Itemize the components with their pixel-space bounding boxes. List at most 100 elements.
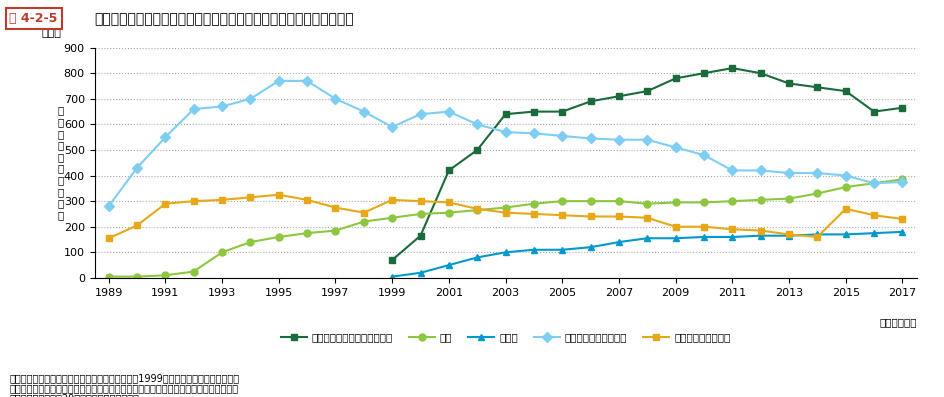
トリクロロエチレン	[811, 235, 822, 239]
トリクロロエチレン	[754, 228, 766, 233]
トリクロロエチレン	[641, 216, 652, 220]
硝酸性窒素及び亜硝酸性窒素	[754, 71, 766, 75]
テトラクロロエチレン	[669, 145, 681, 150]
ふっ素	[556, 247, 567, 252]
Legend: 硝酸性窒素及び亜硝酸性窒素, 砒素, ふっ素, テトラクロロエチレン, トリクロロエチレン: 硝酸性窒素及び亜硝酸性窒素, 砒素, ふっ素, テトラクロロエチレン, トリクロ…	[276, 328, 734, 346]
ふっ素	[613, 240, 624, 245]
トリクロロエチレン	[698, 224, 709, 229]
ふっ素	[669, 236, 681, 241]
硝酸性窒素及び亜硝酸性窒素	[698, 71, 709, 75]
Line: テトラクロロエチレン: テトラクロロエチレン	[105, 77, 905, 210]
Text: ２：このグラフは環境基準超過井戸本数が比較的多かった項目のみ対象としている。: ２：このグラフは環境基準超過井戸本数が比較的多かった項目のみ対象としている。	[9, 383, 238, 393]
テトラクロロエチレン	[414, 112, 426, 117]
テトラクロロエチレン	[896, 179, 907, 184]
砒素	[216, 250, 228, 255]
トリクロロエチレン	[556, 213, 567, 218]
トリクロロエチレン	[499, 210, 511, 215]
テトラクロロエチレン	[103, 204, 114, 209]
Text: 資料：環境省「平成29年度地下水質測定結果」: 資料：環境省「平成29年度地下水質測定結果」	[9, 393, 139, 397]
テトラクロロエチレン	[471, 122, 482, 127]
トリクロロエチレン	[726, 227, 737, 232]
Line: ふっ素: ふっ素	[388, 228, 905, 280]
テトラクロロエチレン	[584, 136, 596, 141]
テトラクロロエチレン	[839, 173, 851, 178]
トリクロロエチレン	[329, 205, 341, 210]
トリクロロエチレン	[244, 195, 256, 200]
ふっ素	[414, 270, 426, 275]
Line: トリクロロエチレン: トリクロロエチレン	[105, 191, 905, 242]
Line: 硝酸性窒素及び亜硝酸性窒素: 硝酸性窒素及び亜硝酸性窒素	[388, 65, 905, 264]
テトラクロロエチレン	[811, 171, 822, 175]
テトラクロロエチレン	[613, 137, 624, 142]
硝酸性窒素及び亜硝酸性窒素	[471, 148, 482, 152]
トリクロロエチレン	[160, 201, 171, 206]
砒素	[896, 177, 907, 182]
ふっ素	[499, 250, 511, 255]
砒素	[131, 274, 143, 279]
硝酸性窒素及び亜硝酸性窒素	[584, 99, 596, 104]
Y-axis label: 環
境
基
準
超
過
井
戸
本
数: 環 境 基 準 超 過 井 戸 本 数	[58, 106, 64, 220]
テトラクロロエチレン	[783, 171, 794, 175]
砒素	[301, 231, 312, 235]
砒素	[244, 240, 256, 245]
テトラクロロエチレン	[131, 166, 143, 170]
砒素	[528, 201, 539, 206]
テトラクロロエチレン	[528, 131, 539, 136]
Text: （調査年度）: （調査年度）	[878, 317, 916, 327]
テトラクロロエチレン	[301, 79, 312, 83]
ふっ素	[811, 232, 822, 237]
テトラクロロエチレン	[698, 153, 709, 158]
ふっ素	[641, 236, 652, 241]
ふっ素	[528, 247, 539, 252]
Line: 砒素: 砒素	[105, 176, 905, 280]
トリクロロエチレン	[131, 223, 143, 228]
トリクロロエチレン	[103, 236, 114, 241]
砒素	[386, 216, 397, 220]
砒素	[471, 208, 482, 212]
硝酸性窒素及び亜硝酸性窒素	[839, 89, 851, 94]
砒素	[556, 199, 567, 204]
砒素	[669, 200, 681, 205]
トリクロロエチレン	[358, 210, 369, 215]
テトラクロロエチレン	[216, 104, 228, 109]
トリクロロエチレン	[669, 224, 681, 229]
ふっ素	[584, 245, 596, 250]
硝酸性窒素及び亜硝酸性窒素	[669, 76, 681, 81]
ふっ素	[896, 229, 907, 234]
硝酸性窒素及び亜硝酸性窒素	[528, 109, 539, 114]
トリクロロエチレン	[896, 217, 907, 222]
砒素	[103, 274, 114, 279]
ふっ素	[783, 233, 794, 238]
ふっ素	[386, 274, 397, 279]
砒素	[329, 228, 341, 233]
Text: 注１：硝酸性窒素及び亜硝酸性窒素、ふっ素は、1999年に環境基準に追加された。: 注１：硝酸性窒素及び亜硝酸性窒素、ふっ素は、1999年に環境基準に追加された。	[9, 373, 240, 383]
ふっ素	[443, 263, 454, 268]
テトラクロロエチレン	[273, 79, 284, 83]
テトラクロロエチレン	[329, 96, 341, 101]
テトラクロロエチレン	[499, 130, 511, 135]
トリクロロエチレン	[301, 197, 312, 202]
砒素	[443, 210, 454, 215]
テトラクロロエチレン	[754, 168, 766, 173]
トリクロロエチレン	[613, 214, 624, 219]
テトラクロロエチレン	[160, 135, 171, 140]
トリクロロエチレン	[839, 206, 851, 211]
トリクロロエチレン	[584, 214, 596, 219]
砒素	[839, 185, 851, 189]
テトラクロロエチレン	[556, 133, 567, 138]
Text: 図 4-2-5: 図 4-2-5	[9, 12, 58, 25]
硝酸性窒素及び亜硝酸性窒素	[386, 258, 397, 262]
テトラクロロエチレン	[868, 181, 879, 186]
砒素	[273, 235, 284, 239]
テトラクロロエチレン	[443, 109, 454, 114]
硝酸性窒素及び亜硝酸性窒素	[641, 89, 652, 94]
砒素	[613, 199, 624, 204]
トリクロロエチレン	[414, 199, 426, 204]
テトラクロロエチレン	[726, 168, 737, 173]
砒素	[584, 199, 596, 204]
硝酸性窒素及び亜硝酸性窒素	[726, 66, 737, 71]
トリクロロエチレン	[868, 213, 879, 218]
砒素	[811, 191, 822, 196]
砒素	[160, 273, 171, 278]
ふっ素	[698, 235, 709, 239]
